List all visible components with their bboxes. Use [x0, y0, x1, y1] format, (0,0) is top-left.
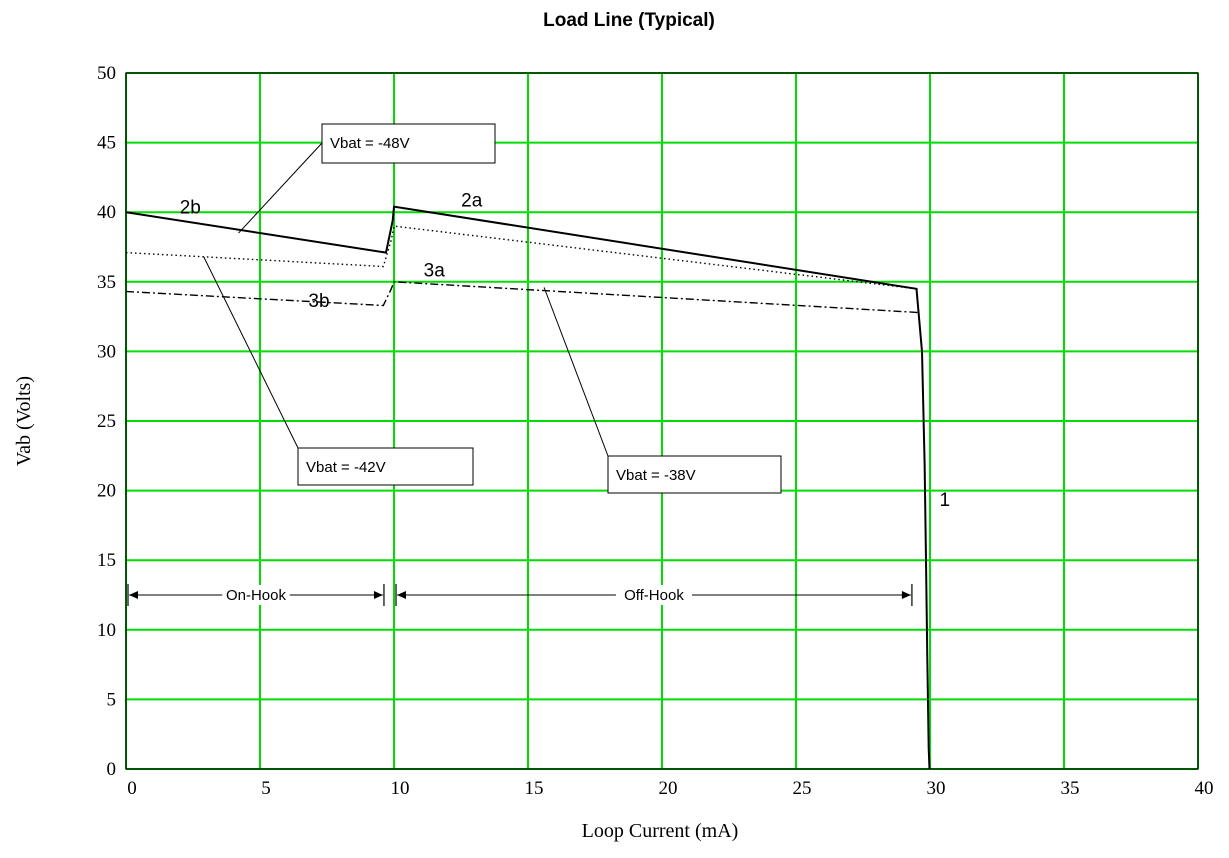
annotation-box	[607, 455, 782, 494]
series-line-3	[125, 281, 918, 314]
annotation-label: Vbat = -48V	[330, 135, 410, 152]
x-tick-label: 15	[525, 778, 544, 799]
arrow-left-icon	[129, 591, 138, 599]
y-tick-label: 10	[97, 620, 116, 641]
y-tick-label: 5	[107, 689, 117, 710]
annotation-leader-line	[203, 256, 299, 449]
region-label: Off-Hook	[624, 587, 684, 604]
x-tick-label: 0	[127, 778, 137, 799]
plot-frame	[125, 72, 1199, 770]
y-tick-label: 20	[97, 481, 116, 502]
y-tick-label: 30	[97, 341, 116, 362]
annotation-group: Vbat = -48V Vbat = -42V Vbat = -38V	[203, 123, 782, 494]
y-tick-label: 40	[97, 202, 116, 223]
series-line-2	[125, 225, 917, 290]
annotation-box	[297, 447, 474, 486]
x-tick-label: 35	[1061, 778, 1080, 799]
annotation-label: Vbat = -42V	[306, 459, 386, 476]
annotation-box	[321, 123, 496, 164]
y-tick-label: 35	[97, 272, 116, 293]
curve-label: 2a	[461, 191, 483, 212]
x-tick-label: 25	[793, 778, 812, 799]
annotation-leader-line	[543, 287, 609, 457]
curve-label: 3a	[424, 260, 446, 281]
annotation-leader-line	[238, 142, 323, 234]
curve-labels: 2b 2a 3a 3b 1	[180, 191, 950, 511]
y-tick-label: 15	[97, 550, 116, 571]
series-line-1	[125, 205, 931, 770]
x-tick-label: 20	[659, 778, 678, 799]
region-label-bg	[615, 585, 692, 605]
grid	[125, 72, 1199, 770]
x-tick-label: 5	[261, 778, 271, 799]
x-axis-label: Loop Current (mA)	[582, 820, 739, 842]
series-group	[125, 205, 931, 770]
annotation-label: Vbat = -38V	[616, 467, 696, 484]
y-axis-label: Vab (Volts)	[13, 376, 35, 466]
x-tick-label: 40	[1195, 778, 1214, 799]
x-tick-label: 30	[927, 778, 946, 799]
region-label-bg	[222, 585, 290, 605]
chart-title: Load Line (Typical)	[543, 10, 715, 31]
y-tick-label: 0	[107, 759, 117, 780]
region-markers: On-Hook Off-Hook	[127, 584, 913, 606]
region-label: On-Hook	[226, 587, 287, 604]
y-tick-label: 50	[97, 63, 116, 84]
curve-label: 2b	[180, 198, 201, 219]
arrow-left-icon	[397, 591, 406, 599]
x-tick-label: 10	[391, 778, 410, 799]
curve-label: 3b	[308, 291, 329, 312]
arrow-right-icon	[901, 591, 911, 599]
y-tick-label: 25	[97, 411, 116, 432]
y-tick-label: 45	[97, 133, 116, 154]
curve-label: 1	[939, 490, 950, 511]
arrow-right-icon	[373, 591, 383, 599]
tick-labels: 0 5 10 15 20 25 30 35 40 0 5 10 15 20 25 30 35 40 45 50	[97, 63, 1214, 799]
